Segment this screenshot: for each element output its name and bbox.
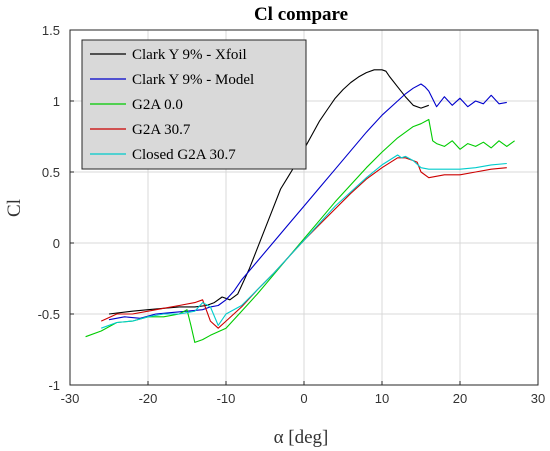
x-tick-label: -20 <box>139 391 158 406</box>
y-tick-label: 1.5 <box>42 23 60 38</box>
y-tick-label: 0 <box>53 236 60 251</box>
series-line-g2a-0-0 <box>85 118 515 343</box>
series-line-clark-y-9-model <box>108 83 507 321</box>
y-tick-label: -0.5 <box>38 307 60 322</box>
y-tick-label: 1 <box>53 94 60 109</box>
y-axis-label: Cl <box>4 199 25 217</box>
chart-title: Cl compare <box>254 4 348 25</box>
x-tick-label: 20 <box>453 391 467 406</box>
x-tick-label: 30 <box>531 391 545 406</box>
y-tick-label: -1 <box>48 378 60 393</box>
series-layer <box>85 69 515 343</box>
legend-label: G2A 30.7 <box>132 122 191 138</box>
x-tick-label: -30 <box>61 391 80 406</box>
series-line-closed-g2a-30-7 <box>101 154 507 329</box>
legend-label: Closed G2A 30.7 <box>132 147 236 163</box>
legend-label: Clark Y 9% - Model <box>132 72 254 88</box>
legend: Clark Y 9% - Xfoil Clark Y 9% - Model G2A … <box>81 39 307 170</box>
legend-label: G2A 0.0 <box>132 97 183 113</box>
x-axis-label: α [deg] <box>274 427 329 448</box>
x-tick-label: 10 <box>375 391 389 406</box>
x-tick-label: -10 <box>217 391 236 406</box>
legend-label: Clark Y 9% - Xfoil <box>132 47 247 63</box>
x-tick-label: 0 <box>300 391 307 406</box>
tick-labels: -30 -20 -10 0 10 20 30 -1 -0.5 0 0.5 1 1.5 <box>38 23 546 406</box>
y-tick-label: 0.5 <box>42 165 60 180</box>
